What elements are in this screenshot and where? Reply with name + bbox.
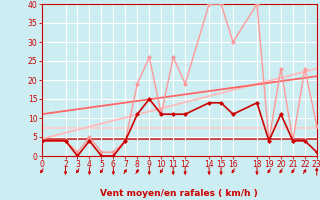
X-axis label: Vent moyen/en rafales ( km/h ): Vent moyen/en rafales ( km/h ) [100,189,258,198]
